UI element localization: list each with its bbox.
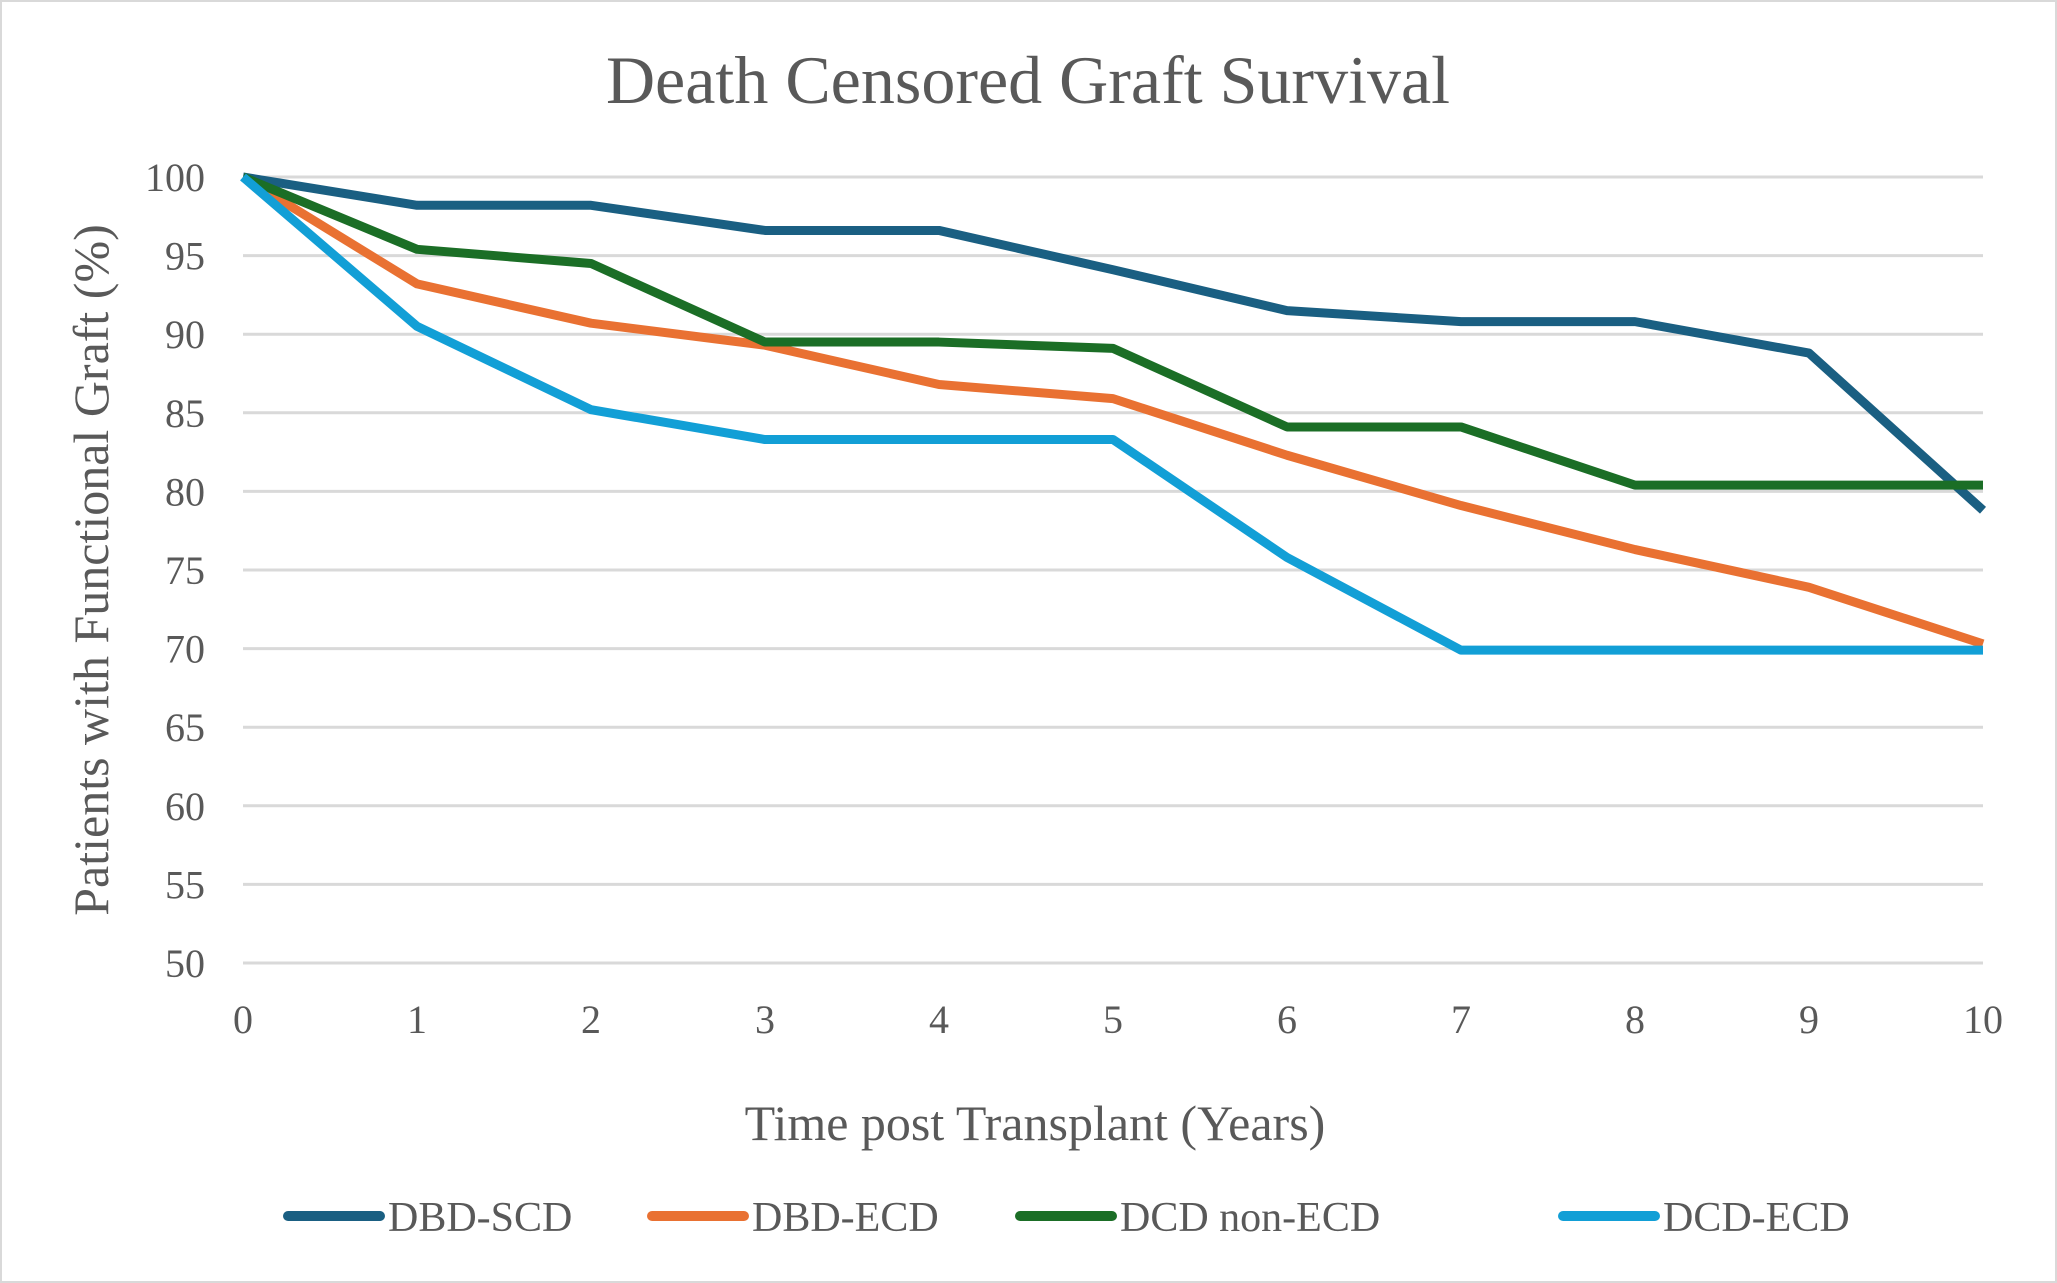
y-tick-label: 80 [165,469,205,514]
x-tick-label: 10 [1963,997,2003,1042]
x-axis-ticks: 0 1 2 3 4 5 6 7 8 9 10 [233,997,2003,1042]
x-tick-label: 1 [407,997,427,1042]
y-tick-label: 85 [165,391,205,436]
x-tick-label: 7 [1451,997,1471,1042]
series-line-dbd-ecd [240,173,1985,649]
y-tick-label: 55 [165,862,205,907]
series-dbd-ecd [240,173,1985,649]
x-tick-label: 2 [581,997,601,1042]
series-lines [240,172,1987,655]
y-tick-label: 60 [165,784,205,829]
legend-item-dcd-non-ecd: DCD non-ECD [1015,1195,1380,1241]
legend-item-dcd-ecd: DCD-ECD [1558,1195,1850,1241]
x-axis-label: Time post Transplant (Years) [745,1095,1326,1151]
x-tick-label: 4 [929,997,949,1042]
y-tick-label: 50 [165,941,205,986]
y-axis-label: Patients with Functional Graft (%) [63,224,119,916]
legend-label: DCD-ECD [1663,1195,1850,1241]
legend-label: DBD-SCD [388,1195,572,1241]
x-tick-label: 0 [233,997,253,1042]
y-tick-label: 95 [165,234,205,279]
series-dbd-scd [242,172,1987,514]
legend-label: DBD-ECD [752,1195,939,1241]
series-line-dbd-scd [242,172,1987,514]
legend-item-dbd-ecd: DBD-ECD [647,1195,939,1241]
legend: DBD-SCD DBD-ECD DCD non-ECD DCD-ECD [283,1195,1850,1241]
x-tick-label: 6 [1277,997,1297,1042]
series-dcd-ecd [240,173,1984,655]
y-tick-label: 70 [165,627,205,672]
y-tick-label: 75 [165,548,205,593]
chart-title: Death Censored Graft Survival [606,42,1450,118]
legend-label: DCD non-ECD [1120,1195,1380,1241]
x-tick-label: 8 [1625,997,1645,1042]
y-tick-label: 100 [145,155,205,200]
y-axis-ticks: 50 55 60 65 70 75 80 85 90 95 100 [145,155,205,986]
legend-item-dbd-scd: DBD-SCD [283,1195,572,1241]
x-tick-label: 9 [1799,997,1819,1042]
y-tick-label: 65 [165,705,205,750]
x-tick-label: 3 [755,997,775,1042]
y-tick-label: 90 [165,312,205,357]
x-tick-label: 5 [1103,997,1123,1042]
